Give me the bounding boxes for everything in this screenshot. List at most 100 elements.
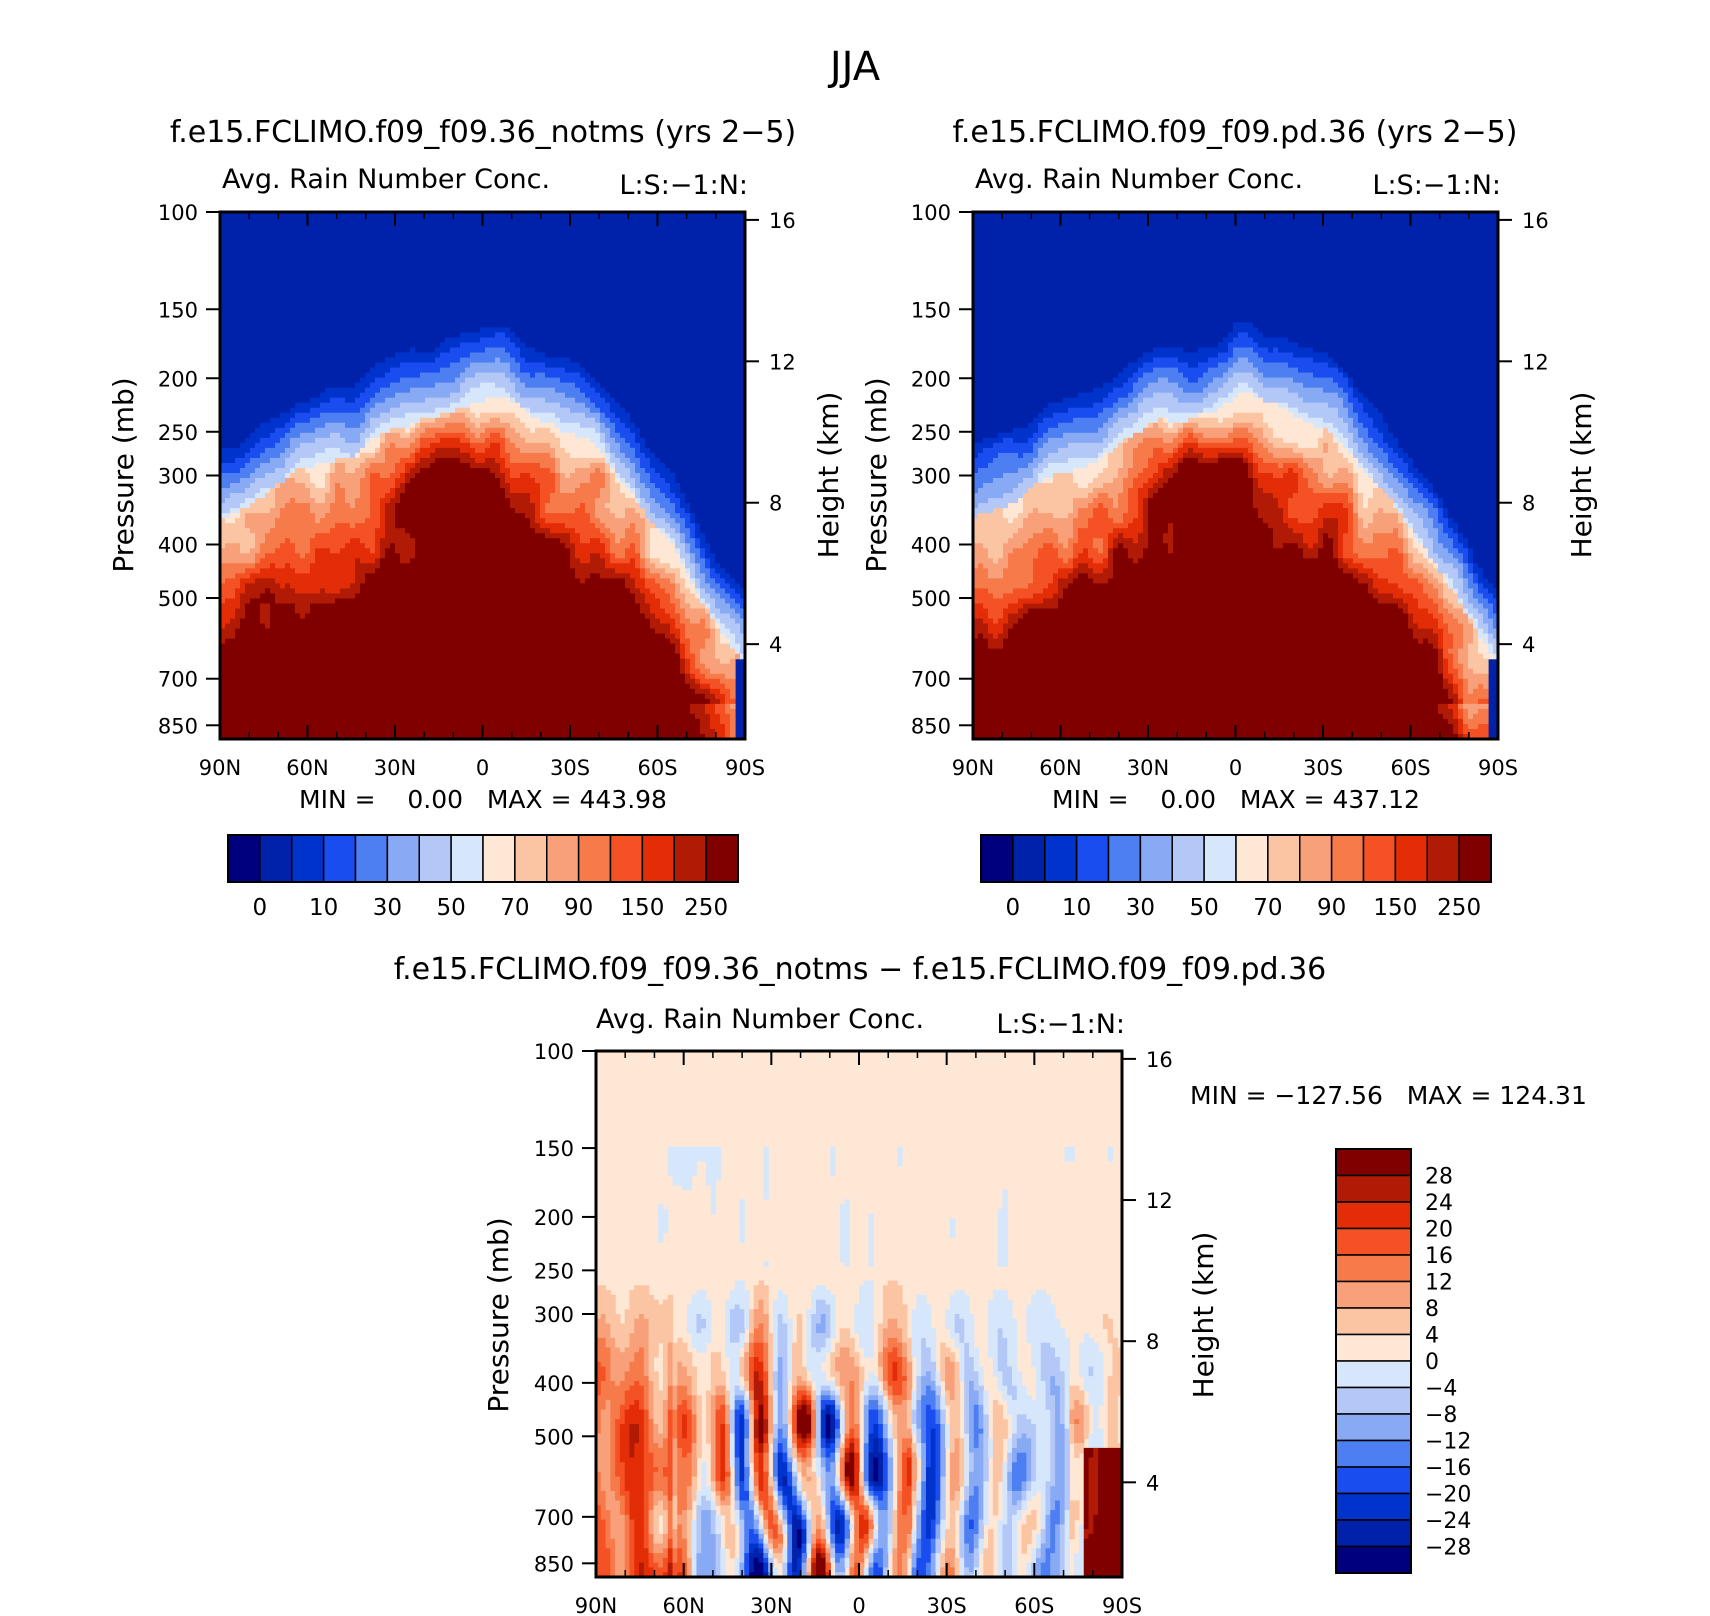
data-cell bbox=[245, 432, 251, 439]
data-cell bbox=[330, 412, 336, 419]
data-cell bbox=[270, 352, 276, 359]
data-cell bbox=[285, 382, 291, 389]
data-cell bbox=[595, 252, 601, 258]
data-cell bbox=[710, 382, 716, 389]
data-cell bbox=[640, 432, 646, 439]
data-cell bbox=[490, 317, 496, 324]
data-cell bbox=[570, 412, 576, 419]
data-cell bbox=[700, 257, 706, 263]
data-cell bbox=[375, 232, 381, 238]
data-cell bbox=[525, 252, 531, 258]
data-cell bbox=[355, 447, 361, 454]
data-cell bbox=[670, 257, 676, 263]
data-cell bbox=[450, 357, 456, 364]
data-cell bbox=[730, 422, 736, 429]
data-cell bbox=[515, 402, 521, 409]
data-cell bbox=[340, 357, 346, 364]
data-cell bbox=[610, 332, 616, 339]
data-cell bbox=[620, 272, 626, 278]
data-cell bbox=[630, 417, 636, 424]
data-cell bbox=[455, 342, 461, 349]
data-cell bbox=[345, 442, 351, 449]
data-cell bbox=[370, 232, 376, 238]
data-cell bbox=[510, 272, 516, 278]
data-cell bbox=[410, 297, 416, 303]
data-cell bbox=[265, 282, 271, 288]
data-cell bbox=[360, 227, 366, 233]
data-cell bbox=[635, 257, 641, 263]
data-cell bbox=[330, 232, 336, 238]
data-cell bbox=[485, 257, 491, 263]
data-cell bbox=[490, 262, 496, 268]
data-cell bbox=[225, 302, 231, 308]
data-cell bbox=[690, 442, 696, 449]
data-cell bbox=[565, 252, 571, 258]
data-cell bbox=[425, 217, 431, 223]
data-cell bbox=[300, 402, 306, 409]
panel-a-title: f.e15.FCLIMO.f09_f09.36_notms (yrs 2−5) bbox=[170, 115, 796, 150]
data-cell bbox=[545, 362, 551, 369]
data-cell bbox=[580, 427, 586, 434]
data-cell bbox=[270, 277, 276, 283]
data-cell bbox=[615, 372, 621, 379]
data-cell bbox=[690, 372, 696, 379]
data-cell bbox=[695, 227, 701, 233]
data-cell bbox=[475, 337, 481, 344]
data-cell bbox=[335, 342, 341, 349]
data-cell bbox=[590, 407, 596, 414]
data-cell bbox=[645, 362, 651, 369]
data-cell bbox=[470, 407, 476, 414]
data-cell bbox=[310, 312, 316, 318]
data-cell bbox=[365, 222, 371, 228]
data-cell bbox=[685, 437, 691, 444]
data-cell bbox=[265, 372, 271, 379]
data-cell bbox=[545, 392, 551, 399]
data-cell bbox=[335, 337, 341, 344]
data-cell bbox=[560, 427, 566, 434]
data-cell bbox=[415, 317, 421, 324]
data-cell bbox=[440, 237, 446, 243]
data-cell bbox=[315, 392, 321, 399]
data-cell bbox=[390, 382, 396, 389]
data-cell bbox=[615, 242, 621, 248]
data-cell bbox=[480, 242, 486, 248]
data-cell bbox=[320, 427, 326, 434]
data-cell bbox=[450, 307, 456, 313]
data-cell bbox=[225, 372, 231, 379]
data-cell bbox=[290, 447, 296, 454]
data-cell bbox=[290, 412, 296, 419]
data-cell bbox=[265, 242, 271, 248]
data-cell bbox=[715, 357, 721, 364]
data-cell bbox=[470, 252, 476, 258]
data-cell bbox=[360, 222, 366, 228]
data-cell bbox=[545, 227, 551, 233]
data-cell bbox=[255, 302, 261, 308]
data-cell bbox=[630, 382, 636, 389]
data-cell bbox=[435, 317, 441, 324]
data-cell bbox=[700, 342, 706, 349]
data-cell bbox=[485, 367, 491, 374]
data-cell bbox=[275, 297, 281, 303]
data-cell bbox=[590, 427, 596, 434]
data-cell bbox=[285, 267, 291, 273]
data-cell bbox=[415, 267, 421, 273]
data-cell bbox=[690, 307, 696, 313]
data-cell bbox=[630, 372, 636, 379]
data-cell bbox=[665, 292, 671, 298]
data-cell bbox=[630, 347, 636, 354]
data-cell bbox=[460, 417, 466, 424]
data-cell bbox=[730, 382, 736, 389]
data-cell bbox=[270, 217, 276, 223]
data-cell bbox=[635, 237, 641, 243]
data-cell bbox=[665, 247, 671, 253]
data-cell bbox=[470, 402, 476, 409]
data-cell bbox=[435, 397, 441, 404]
data-cell bbox=[615, 272, 621, 278]
data-cell bbox=[345, 417, 351, 424]
data-cell bbox=[265, 297, 271, 303]
data-cell bbox=[640, 317, 646, 324]
data-cell bbox=[425, 317, 431, 324]
data-cell bbox=[530, 392, 536, 399]
data-cell bbox=[360, 447, 366, 454]
data-cell bbox=[650, 302, 656, 308]
